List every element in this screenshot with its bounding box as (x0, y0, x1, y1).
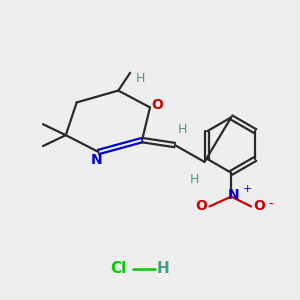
Text: H: H (178, 123, 188, 136)
Text: N: N (227, 188, 239, 202)
Text: O: O (253, 200, 265, 214)
Text: H: H (157, 261, 169, 276)
Text: H: H (135, 72, 145, 85)
Text: +: + (242, 184, 252, 194)
Text: O: O (151, 98, 163, 112)
Text: Cl: Cl (110, 261, 126, 276)
Text: H: H (190, 173, 199, 186)
Text: N: N (91, 153, 102, 167)
Text: -: - (268, 197, 273, 212)
Text: O: O (196, 200, 208, 214)
